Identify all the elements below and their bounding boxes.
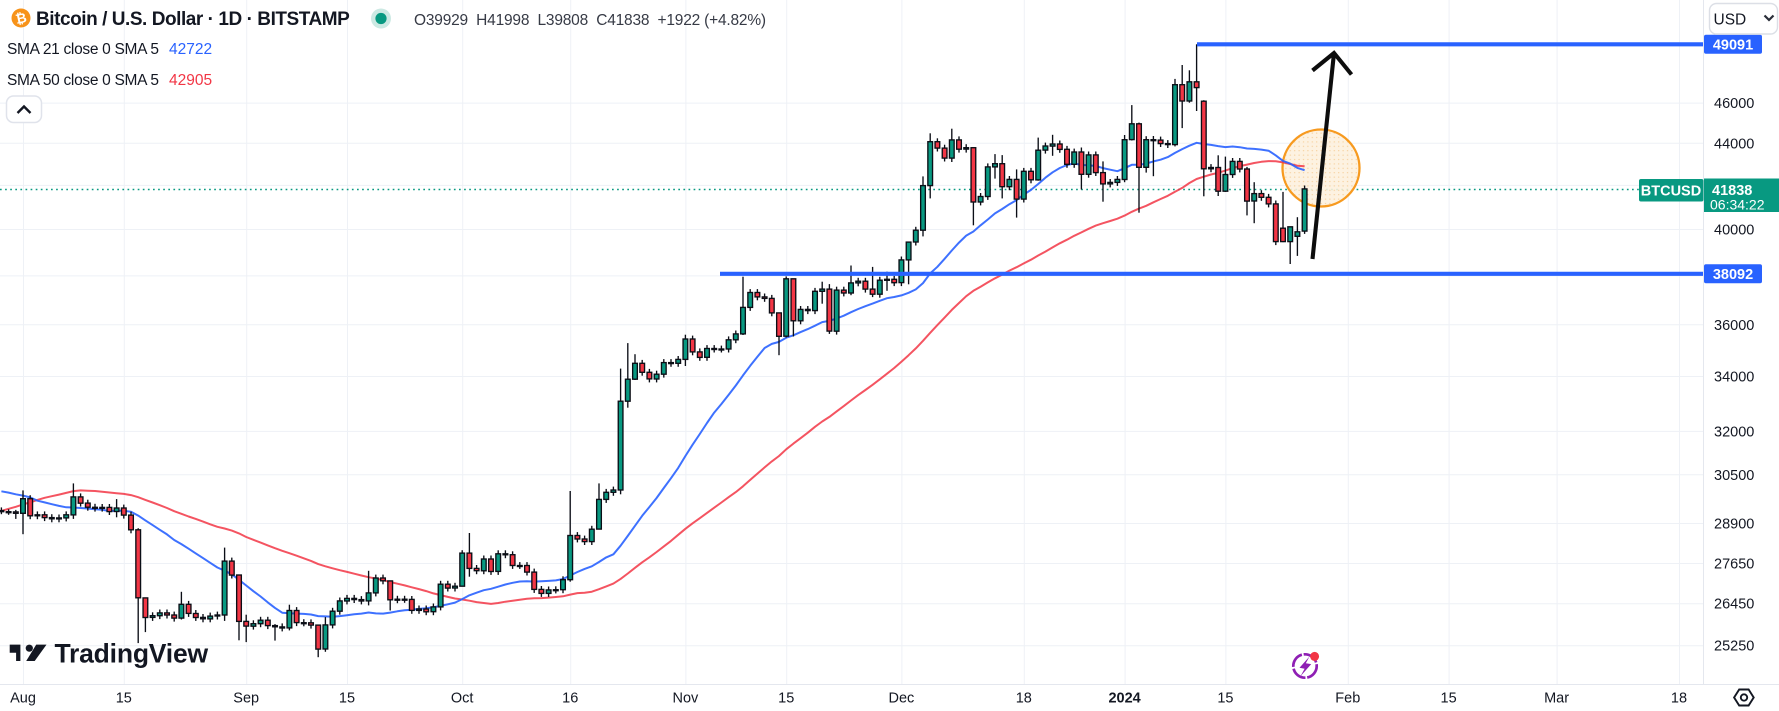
svg-text:USD: USD [1714, 12, 1747, 29]
svg-text:46000: 46000 [1714, 96, 1754, 112]
svg-text:42722: 42722 [169, 41, 212, 58]
svg-text:25250: 25250 [1714, 639, 1754, 655]
svg-text:38092: 38092 [1713, 267, 1753, 283]
svg-text:Feb: Feb [1335, 691, 1360, 707]
svg-text:44000: 44000 [1714, 136, 1754, 152]
svg-text:40000: 40000 [1714, 223, 1754, 239]
svg-text:TradingView: TradingView [55, 639, 209, 669]
svg-text:BTCUSD: BTCUSD [1641, 184, 1701, 200]
svg-text:Oct: Oct [451, 691, 474, 707]
svg-text:Dec: Dec [889, 691, 915, 707]
svg-text:O39929 H41998 L39808 C41838: O39929 H41998 L39808 C41838 +1922 (+4.82… [414, 12, 766, 29]
svg-text:Sep: Sep [233, 691, 259, 707]
svg-text:36000: 36000 [1714, 318, 1754, 334]
svg-text:27650: 27650 [1714, 557, 1754, 573]
svg-text:30500: 30500 [1714, 468, 1754, 484]
svg-text:16: 16 [562, 691, 578, 707]
svg-text:Aug: Aug [10, 691, 36, 707]
svg-text:32000: 32000 [1714, 424, 1754, 440]
svg-text:SMA 50 close 0 SMA 5: SMA 50 close 0 SMA 5 [7, 72, 159, 89]
svg-text:26450: 26450 [1714, 597, 1754, 613]
svg-text:15: 15 [1217, 691, 1233, 707]
svg-text:15: 15 [1441, 691, 1457, 707]
svg-text:18: 18 [1016, 691, 1032, 707]
svg-text:Mar: Mar [1544, 691, 1569, 707]
svg-text:₿: ₿ [14, 10, 28, 27]
svg-text:28900: 28900 [1714, 517, 1754, 533]
svg-text:Bitcoin / U.S. Dollar · 1D · B: Bitcoin / U.S. Dollar · 1D · BITSTAMP [36, 9, 350, 30]
svg-text:34000: 34000 [1714, 370, 1754, 386]
svg-text:15: 15 [778, 691, 794, 707]
svg-text:06:34:22: 06:34:22 [1710, 197, 1765, 213]
svg-text:15: 15 [339, 691, 355, 707]
svg-text:15: 15 [116, 691, 132, 707]
svg-text:49091: 49091 [1713, 37, 1753, 53]
svg-text:2024: 2024 [1108, 691, 1140, 707]
svg-text:41838: 41838 [1712, 183, 1752, 199]
svg-text:18: 18 [1671, 691, 1687, 707]
svg-text:42905: 42905 [169, 72, 212, 89]
svg-text:Nov: Nov [673, 691, 700, 707]
svg-text:SMA 21 close 0 SMA 5: SMA 21 close 0 SMA 5 [7, 41, 159, 58]
